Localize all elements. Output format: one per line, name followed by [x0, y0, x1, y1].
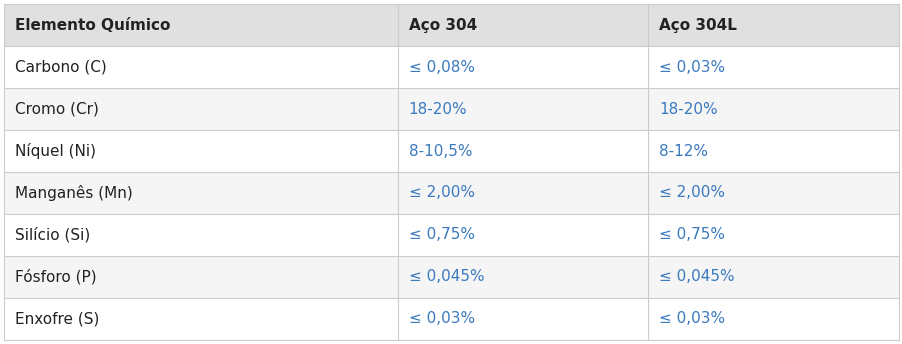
Bar [5, 214, 398, 256]
Text: ≤ 0,03%: ≤ 0,03% [658, 60, 724, 75]
Bar [5, 256, 398, 298]
Bar [648, 298, 897, 340]
Text: Manganês (Mn): Manganês (Mn) [15, 185, 133, 201]
Bar [648, 172, 897, 214]
Text: ≤ 2,00%: ≤ 2,00% [658, 185, 724, 201]
Bar [398, 4, 648, 46]
Bar [648, 88, 897, 130]
Bar [5, 172, 398, 214]
Text: Enxofre (S): Enxofre (S) [15, 311, 99, 326]
Bar [398, 256, 648, 298]
Bar [648, 46, 897, 88]
Bar [5, 298, 398, 340]
Bar [398, 298, 648, 340]
Text: ≤ 2,00%: ≤ 2,00% [408, 185, 474, 201]
Bar [398, 214, 648, 256]
Bar [5, 46, 398, 88]
Bar [5, 88, 398, 130]
Text: 8-10,5%: 8-10,5% [408, 143, 472, 159]
Bar [5, 4, 398, 46]
Bar [648, 130, 897, 172]
Text: Carbono (C): Carbono (C) [15, 60, 106, 75]
Text: ≤ 0,08%: ≤ 0,08% [408, 60, 474, 75]
Text: 18-20%: 18-20% [408, 101, 466, 117]
Bar [398, 46, 648, 88]
Bar [648, 4, 897, 46]
Text: 8-12%: 8-12% [658, 143, 707, 159]
Bar [398, 130, 648, 172]
Bar [648, 256, 897, 298]
Bar [648, 214, 897, 256]
Text: ≤ 0,75%: ≤ 0,75% [408, 227, 474, 243]
Bar [5, 130, 398, 172]
Text: Fósforo (P): Fósforo (P) [15, 269, 97, 284]
Text: ≤ 0,045%: ≤ 0,045% [408, 269, 483, 284]
Text: Aço 304L: Aço 304L [658, 18, 736, 33]
Text: Aço 304: Aço 304 [408, 18, 476, 33]
Text: ≤ 0,03%: ≤ 0,03% [658, 311, 724, 326]
Bar [398, 172, 648, 214]
Text: ≤ 0,045%: ≤ 0,045% [658, 269, 734, 284]
Text: Elemento Químico: Elemento Químico [15, 18, 170, 33]
Text: ≤ 0,75%: ≤ 0,75% [658, 227, 724, 243]
Text: Níquel (Ni): Níquel (Ni) [15, 143, 96, 159]
Text: 18-20%: 18-20% [658, 101, 717, 117]
Text: ≤ 0,03%: ≤ 0,03% [408, 311, 474, 326]
Bar [398, 88, 648, 130]
Text: Cromo (Cr): Cromo (Cr) [15, 101, 98, 117]
Text: Silício (Si): Silício (Si) [15, 227, 90, 243]
